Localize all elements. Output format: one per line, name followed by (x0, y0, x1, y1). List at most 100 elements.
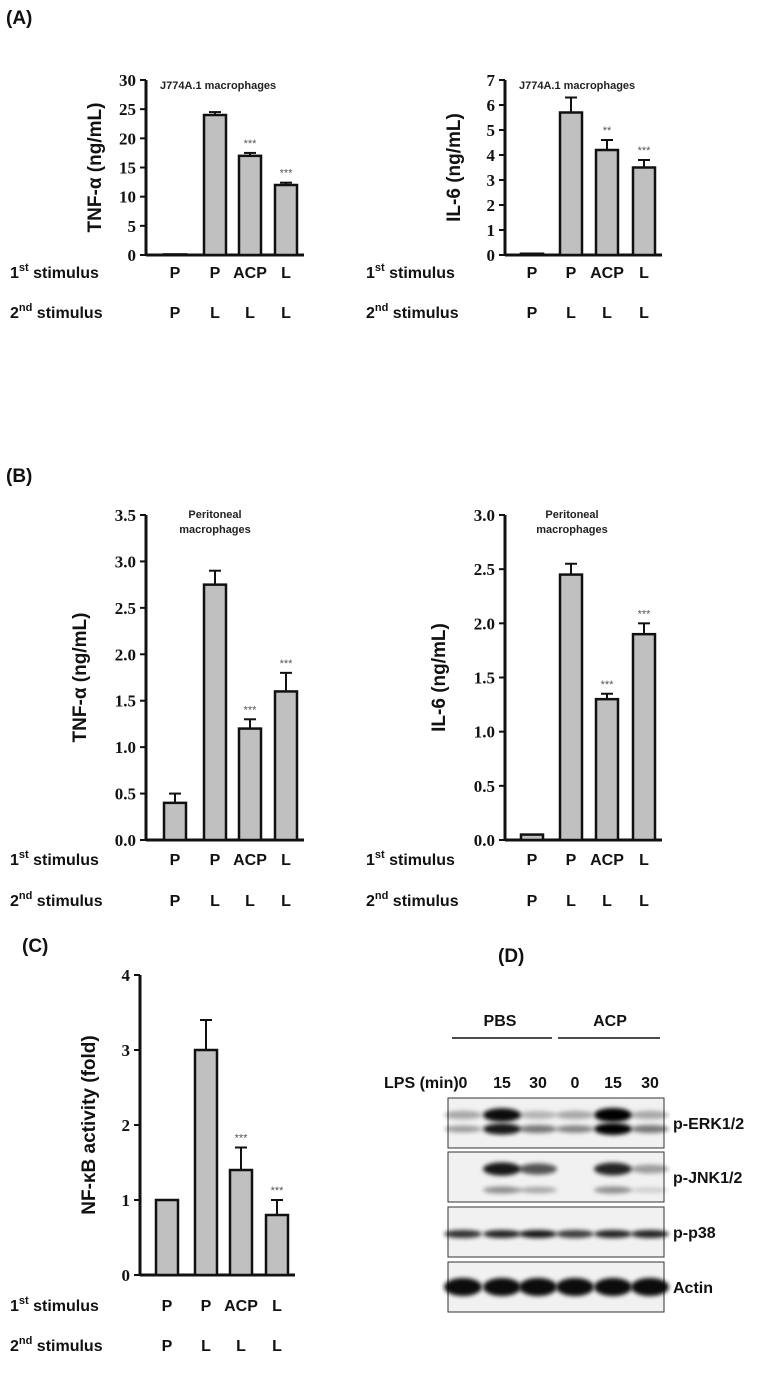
blot-label: p-p38 (673, 1225, 716, 1242)
chart-title-line2: macrophages (179, 524, 251, 536)
y-tick-label: 1.0 (115, 738, 136, 757)
row-label-text: stimulus (388, 305, 458, 322)
first-stimulus-label: ACP (224, 1298, 258, 1315)
second-stimulus-label: L (245, 305, 255, 322)
first-stimulus-label: P (566, 265, 577, 282)
band (483, 1123, 521, 1135)
significance-marker: *** (244, 704, 258, 716)
chart-title: J774A.1 macrophages (160, 80, 276, 92)
ordinal-suffix: st (19, 849, 29, 861)
y-tick-label: 0.0 (474, 831, 495, 850)
panel-label-a: (A) (6, 8, 32, 29)
ordinal-suffix: st (19, 262, 29, 274)
lane-label: 15 (493, 1075, 511, 1092)
y-tick-label: 0.0 (115, 831, 136, 850)
band (519, 1163, 557, 1175)
band (594, 1162, 632, 1176)
ordinal-number: 1 (10, 1298, 19, 1315)
y-tick-label: 0.5 (474, 777, 495, 796)
significance-marker: *** (244, 138, 258, 150)
bar (594, 148, 620, 257)
bar (162, 253, 188, 257)
bar (237, 727, 263, 842)
y-tick-label: 6 (487, 96, 496, 115)
second-stimulus-label: P (170, 305, 181, 322)
ordinal-suffix: nd (19, 302, 32, 314)
y-tick-label: 2.0 (474, 614, 495, 633)
band (594, 1123, 632, 1135)
bar-chart-5: 0 1 2 3 4 NF-κB activity (fold) P P P L *** ACP L ***… (10, 966, 295, 1355)
y-tick-label: 7 (487, 71, 496, 90)
y-tick-label: 10 (119, 188, 136, 207)
ordinal-number: 2 (366, 305, 375, 322)
band (556, 1278, 594, 1296)
significance-marker: *** (280, 168, 294, 180)
blot-label: Actin (673, 1280, 713, 1297)
lane-label: 0 (571, 1075, 580, 1092)
first-stimulus-label: L (639, 265, 649, 282)
ordinal-suffix: nd (375, 890, 388, 902)
band (556, 1110, 594, 1120)
y-tick-label: 2 (122, 1116, 131, 1135)
band (483, 1162, 521, 1176)
y-tick-label: 0 (122, 1266, 131, 1285)
second-stimulus-label: L (210, 893, 220, 910)
first-stimulus-label: P (201, 1298, 212, 1315)
first-stimulus-label: P (566, 852, 577, 869)
y-axis-label: NF-κB activity (fold) (79, 1035, 100, 1214)
second-stimulus-label: L (236, 1338, 246, 1355)
y-tick-label: 25 (119, 100, 136, 119)
y-tick-label: 3 (487, 171, 496, 190)
second-stimulus-label: L (566, 893, 576, 910)
band (631, 1187, 669, 1193)
band (444, 1230, 482, 1238)
first-stimulus-row-label: 1st stimulus (366, 262, 455, 282)
first-stimulus-row-label: 1st stimulus (366, 849, 455, 869)
first-stimulus-label: P (210, 265, 221, 282)
bar (594, 697, 620, 842)
first-stimulus-label: P (210, 852, 221, 869)
bar (193, 1048, 219, 1277)
chart-title-line2: macrophages (536, 524, 608, 536)
band (556, 1230, 594, 1238)
second-stimulus-label: L (639, 305, 649, 322)
ordinal-number: 2 (10, 893, 19, 910)
y-tick-label: 0.5 (115, 785, 136, 804)
second-stimulus-row-label: 2nd stimulus (10, 302, 103, 322)
first-stimulus-row-label: 1st stimulus (10, 849, 99, 869)
y-tick-label: 15 (119, 159, 136, 178)
first-stimulus-row-label: 1st stimulus (10, 262, 99, 282)
second-stimulus-label: P (170, 893, 181, 910)
ordinal-suffix: st (19, 1295, 29, 1307)
blot-p-erk1-2: p-ERK1/2 (444, 1097, 744, 1149)
blot-p-jnk1-2: p-JNK1/2 (447, 1151, 742, 1203)
ordinal-suffix: st (375, 849, 385, 861)
first-stimulus-label: ACP (590, 852, 624, 869)
y-axis-label: IL-6 (ng/mL) (429, 623, 450, 732)
second-stimulus-label: L (245, 893, 255, 910)
second-stimulus-row-label: 2nd stimulus (366, 302, 459, 322)
blot-frame (447, 1097, 665, 1149)
bar (631, 166, 657, 257)
band (631, 1230, 669, 1238)
y-tick-label: 1 (122, 1191, 131, 1210)
blot-p-p38: p-p38 (444, 1206, 716, 1258)
second-stimulus-label: L (602, 893, 612, 910)
lps-row-label: LPS (min) (384, 1075, 459, 1092)
band (594, 1186, 632, 1194)
ordinal-suffix: nd (19, 1335, 32, 1347)
lane-label: 30 (529, 1075, 547, 1092)
chart-title: Peritoneal (188, 509, 241, 521)
bar (558, 111, 584, 257)
significance-marker: ** (603, 125, 612, 137)
band (483, 1230, 521, 1238)
y-tick-label: 30 (119, 71, 136, 90)
blot-frame (447, 1206, 665, 1258)
bar-chart-4: 0.0 0.5 1.0 1.5 2.0 2.5 3.0 IL-6 (ng/mL) Periton… (366, 506, 662, 910)
group-label-acp: ACP (593, 1013, 627, 1030)
significance-marker: *** (271, 1185, 285, 1197)
first-stimulus-label: L (272, 1298, 282, 1315)
band (444, 1125, 482, 1133)
y-tick-label: 4 (122, 966, 131, 985)
